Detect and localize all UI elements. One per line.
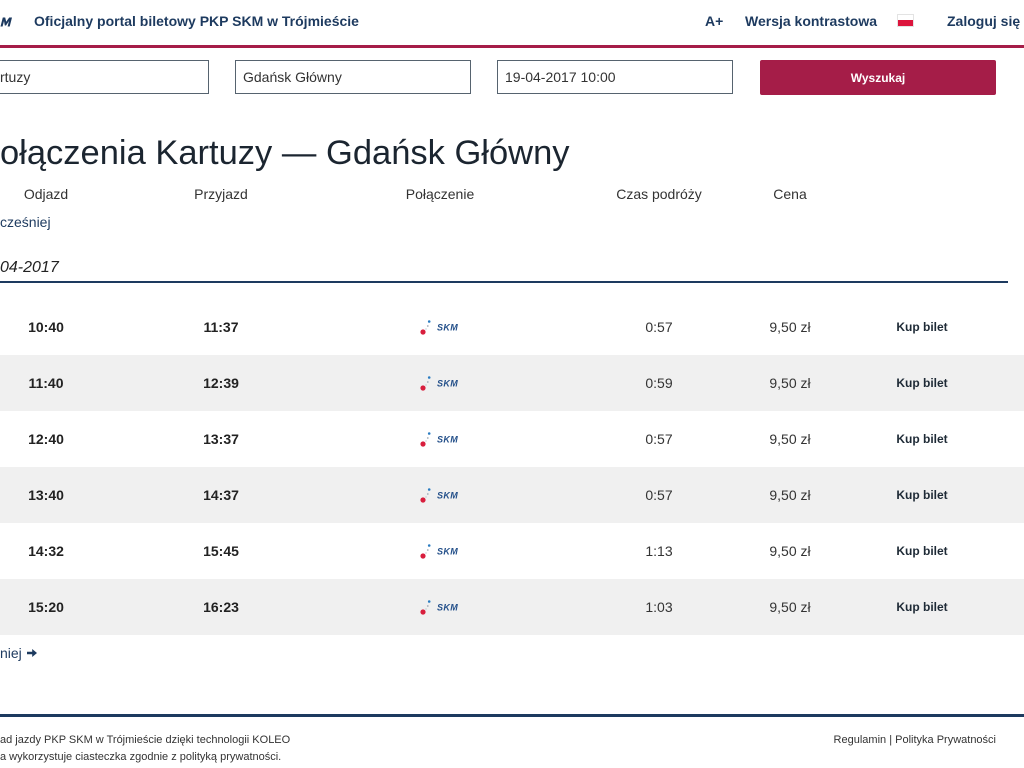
column-header-connection: Połączenie (405, 186, 475, 202)
buy-ticket-link[interactable]: Kup bilet (896, 600, 948, 614)
svg-text:SKM: SKM (437, 379, 458, 389)
contrast-version-link[interactable]: Wersja kontrastowa (745, 13, 878, 29)
date-divider (0, 281, 1008, 283)
origin-station-input[interactable] (0, 60, 209, 94)
connection-operator: SKM (390, 523, 490, 579)
footer-link-separator: | (889, 734, 893, 746)
skm-logo-icon: SKM (420, 432, 458, 447)
footer-divider (0, 714, 1024, 717)
table-row[interactable]: 15:20 16:23 SKM 1:03 9,50 zł Kup bilet (0, 579, 1024, 635)
buy-ticket-link[interactable]: Kup bilet (896, 488, 948, 502)
table-row[interactable]: 11:40 12:39 SKM 0:59 9,50 zł Kup bilet (0, 355, 1024, 411)
buy-ticket-link[interactable]: Kup bilet (896, 376, 948, 390)
table-row[interactable]: 14:32 15:45 SKM 1:13 9,50 zł Kup bilet (0, 523, 1024, 579)
connection-operator: SKM (390, 355, 490, 411)
ticket-price: 9,50 zł (769, 599, 811, 615)
svg-text:SKM: SKM (437, 491, 458, 501)
departure-time: 12:40 (28, 431, 64, 447)
skm-logo-icon: SKM (420, 320, 458, 335)
travel-duration: 1:03 (645, 599, 673, 615)
terms-link[interactable]: Regulamin (833, 734, 887, 746)
ticket-price: 9,50 zł (769, 375, 811, 391)
ticket-price: 9,50 zł (769, 431, 811, 447)
arrival-time: 12:39 (203, 375, 239, 391)
svg-text:SKM: SKM (437, 547, 458, 557)
travel-duration: 0:57 (645, 431, 673, 447)
travel-duration: 0:57 (645, 487, 673, 503)
travel-duration: 0:57 (645, 319, 673, 335)
arrival-time: 15:45 (203, 543, 239, 559)
site-header: Oficjalny portal biletowy PKP SKM w Trój… (0, 0, 1024, 48)
column-header-departure: Odjazd (23, 186, 69, 202)
connection-operator: SKM (390, 467, 490, 523)
results-table: 10:40 11:37 SKM 0:57 9,50 zł Kup bilet 1… (0, 299, 1024, 635)
skm-logo-icon: SKM (420, 376, 458, 391)
ticket-price: 9,50 zł (769, 543, 811, 559)
departure-time: 14:32 (28, 543, 64, 559)
travel-duration: 0:59 (645, 375, 673, 391)
cookie-notice: a wykorzystuje ciasteczka zgodnie z poli… (0, 751, 282, 763)
departure-time: 11:40 (28, 375, 64, 391)
portal-title: Oficjalny portal biletowy PKP SKM w Trój… (34, 13, 359, 29)
later-connections-label: niej (0, 645, 22, 661)
table-row[interactable]: 12:40 13:37 SKM 0:57 9,50 zł Kup bilet (0, 411, 1024, 467)
departure-time: 10:40 (28, 319, 64, 335)
footer-credit: ad jazdy PKP SKM w Trójmieście dzięki te… (0, 734, 291, 746)
destination-station-input[interactable] (235, 60, 471, 94)
svg-text:SKM: SKM (437, 603, 458, 613)
buy-ticket-link[interactable]: Kup bilet (896, 544, 948, 558)
departure-time: 15:20 (28, 599, 64, 615)
font-size-toggle[interactable]: A+ (705, 13, 724, 29)
skm-logo-icon: SKM (420, 544, 458, 559)
search-button[interactable]: Wyszukaj (760, 60, 996, 95)
departure-datetime-input[interactable] (497, 60, 733, 94)
page-title: ołączenia Kartuzy — Gdańsk Główny (0, 134, 570, 172)
earlier-connections-link[interactable]: cześniej (0, 214, 51, 230)
arrival-time: 16:23 (203, 599, 239, 615)
column-header-arrival: Przyjazd (194, 186, 248, 202)
footer-links: Regulamin | Polityka Prywatności (834, 733, 996, 747)
connection-operator: SKM (390, 411, 490, 467)
skm-logo[interactable] (0, 16, 15, 27)
poland-flag-icon[interactable] (898, 15, 913, 26)
ticket-price: 9,50 zł (769, 319, 811, 335)
connection-operator: SKM (390, 579, 490, 635)
arrow-right-icon (26, 649, 37, 658)
column-header-price: Cena (773, 186, 807, 202)
later-connections-link[interactable]: niej (0, 645, 37, 661)
ticket-price: 9,50 zł (769, 487, 811, 503)
svg-text:SKM: SKM (437, 323, 458, 333)
travel-duration: 1:13 (645, 543, 673, 559)
arrival-time: 11:37 (203, 319, 239, 335)
buy-ticket-link[interactable]: Kup bilet (896, 320, 948, 334)
skm-logo-icon: SKM (420, 488, 458, 503)
buy-ticket-link[interactable]: Kup bilet (896, 432, 948, 446)
connection-operator: SKM (390, 299, 490, 355)
column-header-duration: Czas podróży (616, 186, 702, 202)
table-row[interactable]: 10:40 11:37 SKM 0:57 9,50 zł Kup bilet (0, 299, 1024, 355)
svg-text:SKM: SKM (437, 435, 458, 445)
privacy-policy-link[interactable]: Polityka Prywatności (895, 734, 996, 746)
results-date: 04-2017 (0, 259, 59, 276)
login-link[interactable]: Zaloguj się (947, 13, 1021, 29)
arrival-time: 14:37 (203, 487, 239, 503)
skm-logo-icon: SKM (420, 600, 458, 615)
table-row[interactable]: 13:40 14:37 SKM 0:57 9,50 zł Kup bilet (0, 467, 1024, 523)
arrival-time: 13:37 (203, 431, 239, 447)
departure-time: 13:40 (28, 487, 64, 503)
